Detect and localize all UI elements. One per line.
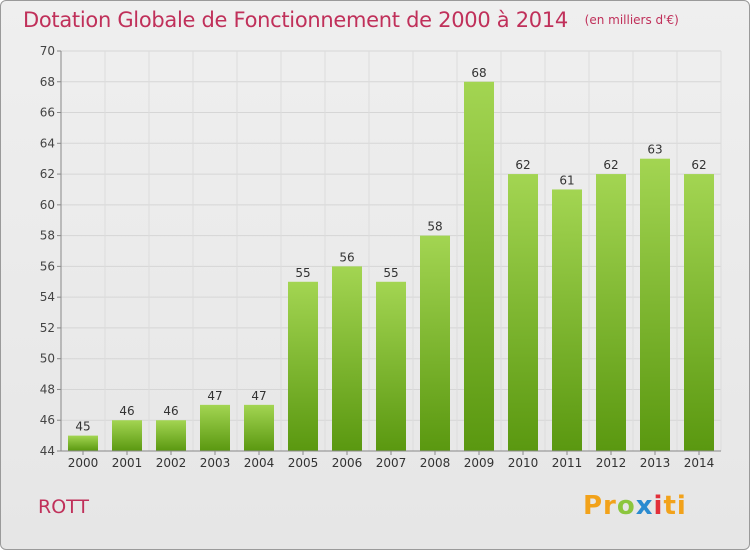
x-tick-label: 2006 — [332, 456, 363, 470]
logo-part-3: x — [635, 491, 654, 521]
y-tick-label: 46 — [40, 413, 55, 427]
x-tick-label: 2011 — [552, 456, 583, 470]
logo-part-4: i — [653, 491, 664, 521]
x-tick-label: 2014 — [684, 456, 715, 470]
data-label: 47 — [207, 389, 222, 403]
data-label: 62 — [603, 158, 618, 172]
x-tick-label: 2005 — [288, 456, 319, 470]
proxiti-logo: Proxiti — [583, 491, 687, 521]
data-label: 55 — [295, 266, 310, 280]
x-tick-label: 2009 — [464, 456, 495, 470]
y-tick-label: 54 — [40, 290, 55, 304]
y-tick-label: 48 — [40, 382, 55, 396]
data-label: 58 — [427, 220, 442, 234]
bar-2000 — [68, 435, 98, 451]
y-tick-label: 62 — [40, 167, 55, 181]
y-tick-label: 64 — [40, 136, 55, 150]
x-tick-label: 2004 — [244, 456, 275, 470]
x-tick-label: 2013 — [640, 456, 671, 470]
chart-title-block: Dotation Globale de Fonctionnement de 20… — [23, 8, 679, 32]
x-tick-label: 2007 — [376, 456, 407, 470]
logo-part-2: o — [616, 491, 636, 521]
data-label: 55 — [383, 266, 398, 280]
bar-2005 — [288, 281, 318, 451]
bar-2006 — [332, 266, 362, 451]
y-tick-label: 70 — [40, 44, 55, 58]
commune-name: ROTT — [38, 496, 90, 518]
x-tick-label: 2012 — [596, 456, 627, 470]
bar-2011 — [552, 189, 582, 451]
bar-2004 — [244, 404, 274, 451]
y-tick-label: 52 — [40, 321, 55, 335]
x-tick-label: 2001 — [112, 456, 143, 470]
data-label: 63 — [647, 143, 662, 157]
bar-2008 — [420, 235, 450, 451]
bar-2012 — [596, 174, 626, 452]
data-label: 56 — [339, 250, 354, 264]
y-tick-label: 60 — [40, 198, 55, 212]
y-tick-label: 50 — [40, 352, 55, 366]
y-tick-label: 68 — [40, 75, 55, 89]
data-label: 62 — [515, 158, 530, 172]
data-label: 47 — [251, 389, 266, 403]
bar-2003 — [200, 404, 230, 451]
bar-2010 — [508, 174, 538, 452]
bar-2013 — [640, 158, 670, 451]
data-label: 62 — [691, 158, 706, 172]
y-tick-label: 44 — [40, 444, 55, 458]
data-label: 46 — [119, 404, 134, 418]
chart-unit: (en milliers d'€) — [584, 13, 679, 27]
logo-part-1: Pr — [583, 491, 617, 521]
bar-2001 — [112, 420, 142, 451]
data-label: 68 — [471, 66, 486, 80]
x-tick-label: 2010 — [508, 456, 539, 470]
x-tick-label: 2002 — [156, 456, 187, 470]
y-tick-label: 58 — [40, 229, 55, 243]
data-label: 61 — [559, 173, 574, 187]
x-tick-label: 2003 — [200, 456, 231, 470]
y-tick-label: 56 — [40, 259, 55, 273]
y-tick-label: 66 — [40, 106, 55, 120]
logo-part-5: ti — [663, 491, 687, 521]
bar-2009 — [464, 81, 494, 452]
data-label: 45 — [75, 420, 90, 434]
bar-2014 — [684, 174, 714, 452]
data-label: 46 — [163, 404, 178, 418]
x-tick-label: 2000 — [68, 456, 99, 470]
bar-2007 — [376, 281, 406, 451]
bar-2002 — [156, 420, 186, 451]
x-tick-label: 2008 — [420, 456, 451, 470]
chart-title: Dotation Globale de Fonctionnement de 20… — [23, 8, 568, 32]
